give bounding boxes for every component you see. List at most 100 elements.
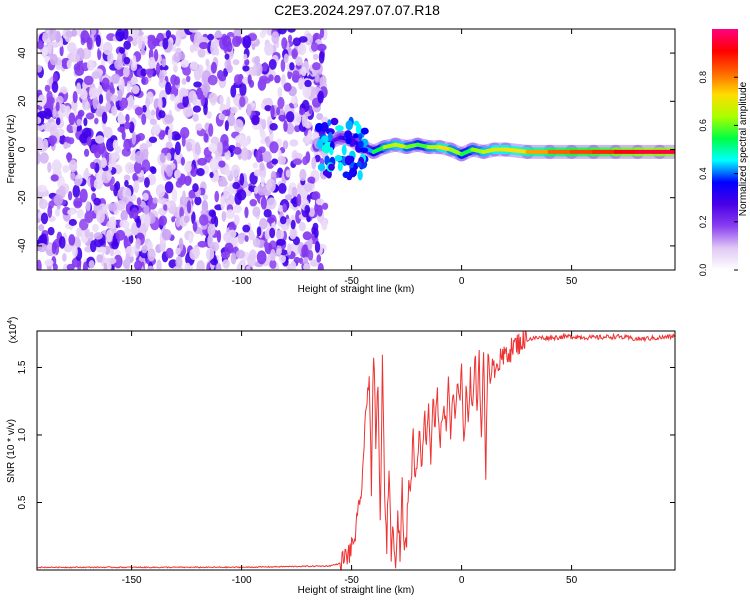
noise-blob xyxy=(147,265,154,270)
noise-blob xyxy=(72,91,78,104)
noise-blob xyxy=(150,166,157,175)
noise-blob xyxy=(158,70,164,84)
spectrogram-panel: -150 -100 -50 0 50 -40 -20 0 20 40 Height of str… xyxy=(6,28,676,295)
noise-blob xyxy=(210,241,220,252)
noise-blob xyxy=(302,84,312,99)
noise-blob xyxy=(203,84,208,98)
signal-track-segment xyxy=(459,147,475,157)
noise-blob xyxy=(37,94,47,107)
noise-blob xyxy=(278,254,286,264)
noise-blob xyxy=(49,125,59,138)
noise-blob xyxy=(161,58,166,67)
noise-blob xyxy=(140,68,147,77)
noise-blob xyxy=(224,53,230,60)
noise-blob xyxy=(209,157,219,172)
signal-onset-blob xyxy=(357,170,363,181)
noise-blob xyxy=(142,192,149,201)
noise-blob xyxy=(230,164,241,178)
noise-blob xyxy=(264,228,271,240)
noise-blob xyxy=(312,53,319,61)
noise-blob xyxy=(242,35,252,49)
noise-blob xyxy=(197,240,208,248)
noise-blob xyxy=(63,243,73,253)
signal-track xyxy=(311,116,675,181)
noise-blob xyxy=(243,53,248,61)
noise-blob xyxy=(84,228,91,238)
noise-blob xyxy=(114,58,123,70)
noise-blob xyxy=(256,226,262,237)
noise-blob xyxy=(239,137,249,148)
noise-blob xyxy=(159,64,169,71)
noise-blob xyxy=(302,156,309,166)
noise-blob xyxy=(200,209,207,216)
noise-blob xyxy=(93,232,103,240)
noise-blob xyxy=(58,236,66,249)
noise-blob xyxy=(290,260,297,270)
noise-blob xyxy=(214,216,219,228)
noise-blob xyxy=(175,29,186,38)
noise-blob xyxy=(276,107,281,116)
noise-blob xyxy=(311,191,321,201)
noise-blob xyxy=(319,76,326,87)
snr-x-tick-label: -100 xyxy=(232,575,252,586)
noise-blob xyxy=(83,117,88,127)
noise-blob xyxy=(110,176,115,185)
noise-blob xyxy=(37,137,44,151)
noise-blob xyxy=(161,228,172,241)
noise-blob xyxy=(97,140,106,155)
noise-blob xyxy=(165,81,172,95)
noise-blob xyxy=(125,113,130,123)
noise-blob xyxy=(284,194,293,201)
colorbar: 0.0 0.2 0.4 0.6 0.8 Normalized spectral ampl… xyxy=(698,29,749,276)
signal-onset-blob xyxy=(337,161,343,172)
noise-blob xyxy=(249,199,258,207)
noise-blob xyxy=(262,62,268,72)
noise-blob xyxy=(308,105,313,115)
noise-blob xyxy=(283,82,292,92)
noise-blob xyxy=(85,101,90,111)
noise-blob xyxy=(131,85,140,95)
noise-blob xyxy=(122,187,132,200)
noise-blob xyxy=(107,52,114,65)
noise-blob xyxy=(245,189,252,197)
signal-onset-blob xyxy=(335,125,344,132)
noise-blob xyxy=(136,217,142,229)
noise-blob xyxy=(105,102,111,112)
noise-blob xyxy=(148,136,158,144)
noise-blob xyxy=(157,97,163,110)
signal-onset-blob xyxy=(356,160,362,168)
noise-blob xyxy=(37,242,47,253)
noise-blob xyxy=(39,152,49,164)
noise-blob xyxy=(266,178,276,193)
noise-blob xyxy=(180,89,189,97)
noise-blob xyxy=(141,159,151,172)
noise-blob xyxy=(166,164,173,177)
noise-blob xyxy=(110,73,121,85)
noise-blob xyxy=(167,128,173,142)
noise-blob xyxy=(218,160,226,168)
noise-blob xyxy=(175,216,181,228)
noise-blob xyxy=(48,29,57,42)
noise-blob xyxy=(291,48,298,60)
noise-blob xyxy=(68,137,75,145)
noise-blob xyxy=(134,260,143,270)
noise-blob xyxy=(196,168,205,176)
noise-blob xyxy=(174,141,181,156)
noise-blob xyxy=(271,31,280,45)
noise-blob xyxy=(47,135,58,145)
noise-blob xyxy=(287,34,293,42)
noise-blob xyxy=(232,35,242,48)
noise-blob xyxy=(232,59,240,66)
noise-blob xyxy=(90,174,95,188)
snr-x-tick-label: -50 xyxy=(344,575,359,586)
noise-blob xyxy=(260,176,265,188)
noise-blob xyxy=(248,229,255,241)
noise-blob xyxy=(67,209,76,216)
noise-blob xyxy=(58,134,67,145)
noise-blob xyxy=(53,194,63,206)
noise-blob xyxy=(83,75,94,86)
noise-blob xyxy=(117,113,126,125)
noise-blob xyxy=(220,113,226,121)
noise-blob xyxy=(55,117,61,126)
